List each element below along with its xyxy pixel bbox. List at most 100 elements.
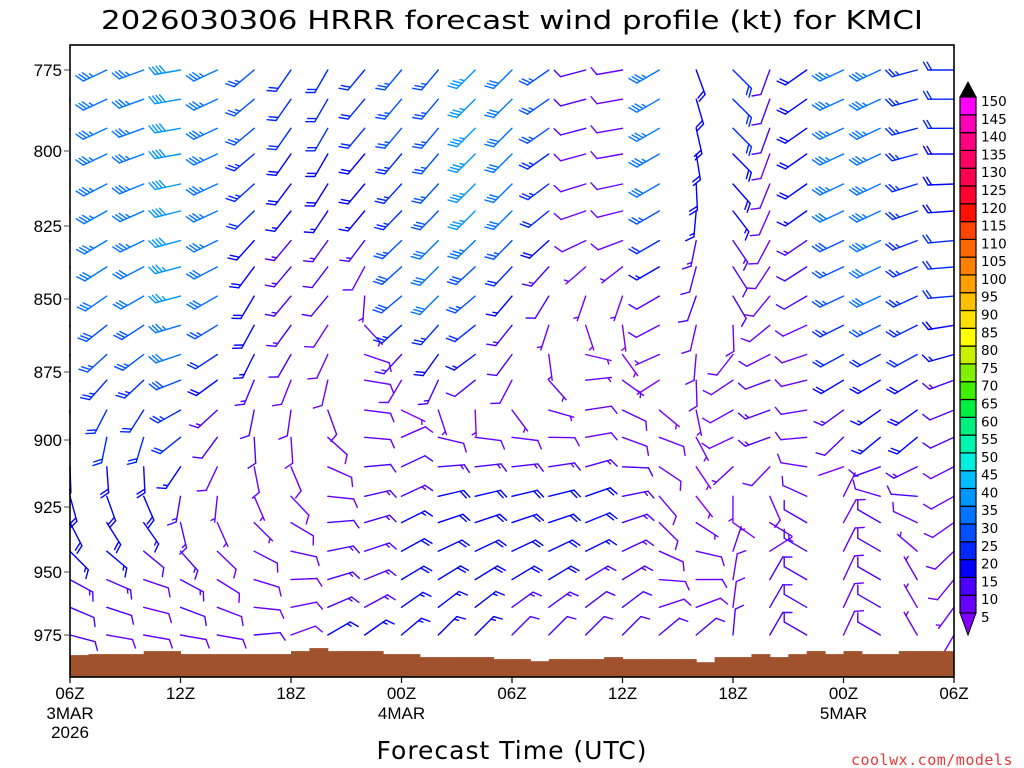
barb-feather — [566, 615, 577, 620]
barb-feather — [111, 72, 120, 80]
barb-feather — [414, 168, 425, 172]
wind-barb — [848, 69, 881, 82]
barb-feather — [463, 489, 471, 498]
barb-staff — [927, 295, 955, 299]
barb-feather — [188, 424, 199, 429]
barb-feather — [590, 66, 598, 76]
colorbar-label: 135 — [981, 147, 1007, 163]
barb-feather — [572, 513, 581, 521]
barb-staff — [780, 462, 808, 468]
colorbar-label: 50 — [981, 450, 998, 466]
barb-feather — [605, 513, 615, 521]
barb-feather — [459, 490, 467, 499]
surface-pressure-bar — [567, 659, 587, 677]
barb-feather — [462, 442, 467, 453]
wind-barb — [774, 431, 808, 441]
barb-feather — [486, 111, 497, 116]
barb-half-feather — [635, 389, 642, 393]
colorbar-swatch — [959, 505, 977, 525]
colorbar-label: 10 — [981, 592, 998, 608]
barb-feather — [131, 638, 137, 649]
wind-barb — [585, 487, 618, 497]
barb-staff — [621, 565, 646, 581]
wind-barb — [474, 565, 506, 581]
wind-barb — [447, 69, 476, 90]
barb-staff — [193, 98, 219, 111]
barb-half-feather — [199, 214, 205, 219]
watermark-link[interactable]: coolwx.com/models — [851, 751, 1013, 768]
barb-feather — [158, 123, 167, 132]
barb-feather — [922, 503, 932, 510]
wind-barb — [413, 353, 439, 377]
barb-staff — [154, 98, 182, 105]
barb-feather — [449, 278, 460, 283]
barb-feather — [82, 332, 93, 338]
wind-barb — [265, 210, 292, 233]
wind-barb — [447, 98, 476, 119]
barb-feather — [155, 323, 164, 332]
wind-barb — [373, 239, 403, 260]
barb-staff — [548, 462, 576, 468]
barb-feather — [750, 207, 761, 211]
barb-staff — [856, 69, 881, 82]
wind-barb — [186, 295, 219, 310]
wind-barb — [848, 98, 881, 111]
wind-barb — [484, 98, 513, 119]
wind-barb — [231, 324, 255, 349]
barb-feather — [569, 490, 578, 499]
wind-barb — [628, 153, 660, 168]
barb-feather — [100, 492, 110, 499]
barb-feather — [377, 143, 388, 147]
barb-staff — [290, 550, 318, 558]
barb-half-feather — [161, 266, 167, 272]
barb-half-feather — [858, 449, 864, 453]
barb-feather — [927, 597, 939, 601]
wind-barb — [732, 577, 746, 608]
wind-barb — [511, 513, 545, 524]
x-tick-label: 06Z — [939, 684, 968, 703]
wind-barb — [886, 485, 918, 497]
wind-barb — [811, 295, 845, 308]
barb-staff — [120, 295, 145, 310]
barb-feather — [463, 464, 470, 473]
barb-feather — [569, 514, 578, 523]
barb-feather — [749, 234, 760, 237]
barb-half-feather — [309, 257, 316, 260]
wind-barb — [179, 606, 207, 627]
colorbar-swatch — [959, 576, 977, 596]
wind-barb — [112, 295, 145, 310]
barb-feather — [168, 638, 174, 649]
barb-feather — [194, 569, 199, 580]
barb-feather — [114, 155, 124, 163]
barb-feather — [151, 150, 160, 159]
barb-feather — [495, 590, 505, 596]
barb-staff — [420, 98, 439, 120]
barb-feather — [148, 383, 158, 391]
wind-barb — [553, 153, 587, 162]
barb-staff — [686, 295, 697, 322]
barb-half-feather — [382, 251, 389, 255]
barb-half-feather — [862, 102, 868, 107]
barb-feather — [228, 195, 239, 200]
barb-half-feather — [420, 196, 427, 199]
barb-feather — [312, 404, 323, 409]
barb-feather — [352, 571, 360, 579]
barb-staff — [585, 565, 609, 581]
barb-feather — [78, 188, 88, 195]
barb-feather — [779, 192, 789, 198]
wind-barb — [375, 98, 403, 120]
barb-staff — [559, 98, 587, 107]
wind-barb — [185, 210, 219, 223]
wind-barb — [885, 97, 918, 107]
barb-feather — [855, 130, 864, 138]
barb-feather — [189, 271, 199, 278]
barb-feather — [151, 66, 160, 75]
wind-barb — [511, 463, 544, 472]
barb-feather — [640, 615, 651, 620]
barb-feather — [375, 306, 386, 312]
barb-staff — [856, 266, 881, 279]
barb-staff — [314, 127, 329, 152]
barb-feather — [447, 143, 458, 148]
wind-barb — [590, 239, 624, 251]
barb-feather — [811, 104, 821, 111]
